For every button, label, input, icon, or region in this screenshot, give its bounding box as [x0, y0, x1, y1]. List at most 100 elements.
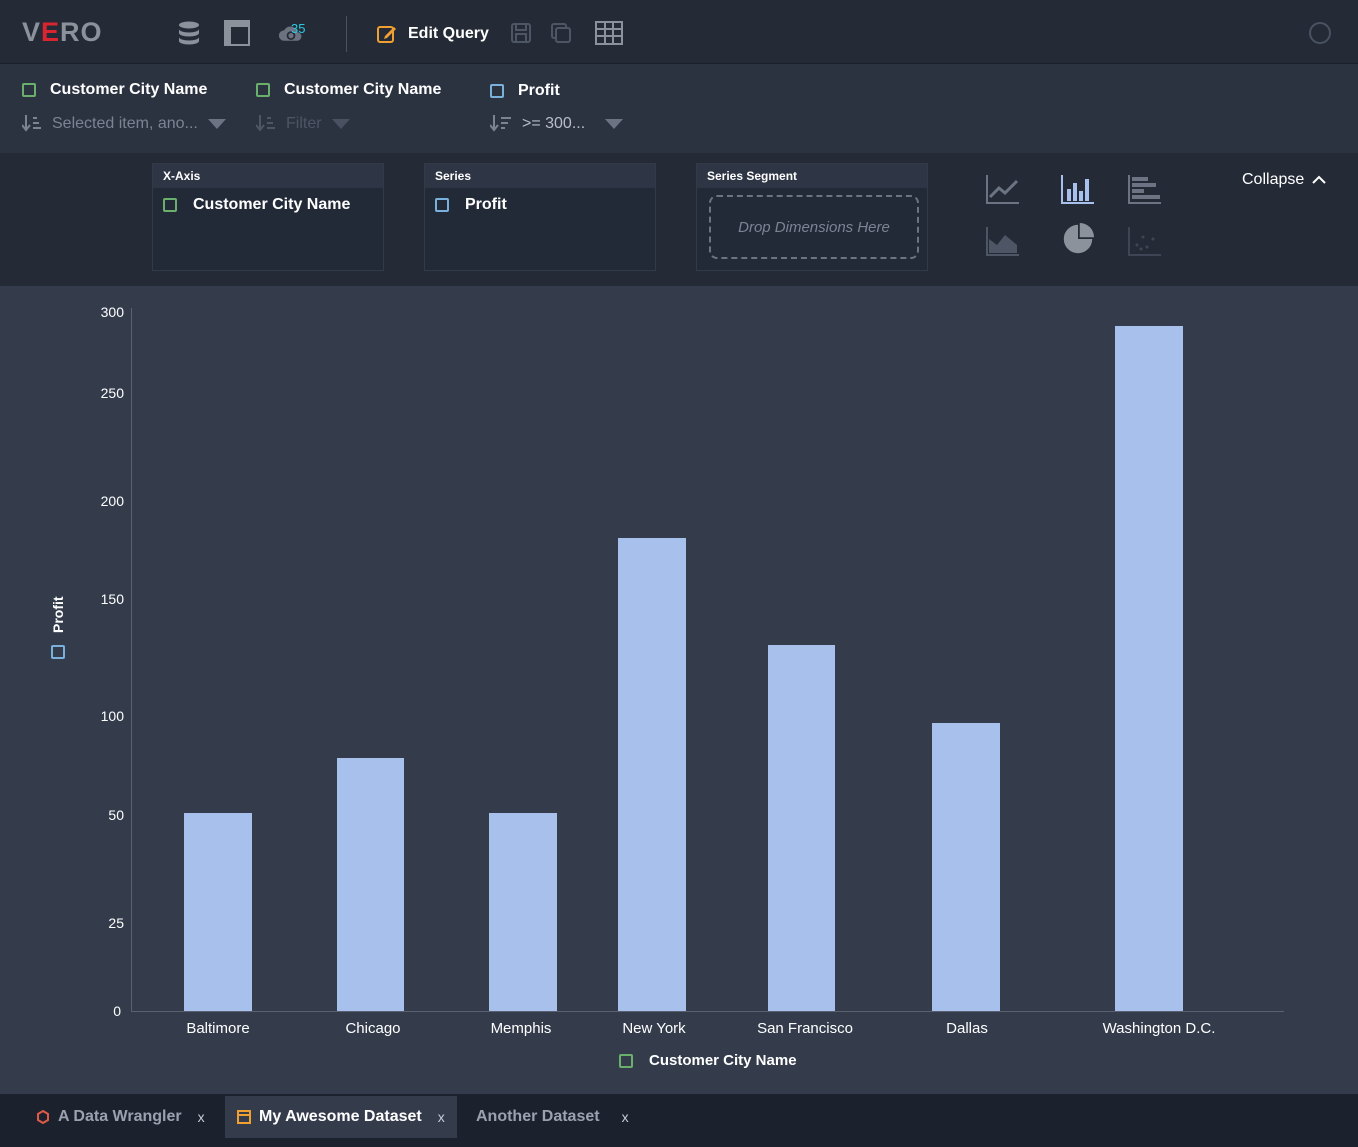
y-axis-title: Profit [50, 593, 70, 633]
measure-checkbox[interactable] [490, 84, 504, 98]
chevron-down-icon [331, 119, 350, 129]
y-axis-title-text: Profit [50, 596, 66, 633]
top-toolbar: VERO 35 Edit Query [0, 0, 1358, 64]
y-tick-label: 200 [100, 493, 124, 509]
series-segment-title: Series Segment [697, 164, 927, 188]
status-circle-button[interactable] [1309, 22, 1331, 44]
tab-my-awesome-dataset[interactable]: My Awesome Dataset x [225, 1096, 457, 1138]
dimension-checkbox[interactable] [22, 83, 36, 97]
tab-a-data-wrangler[interactable]: A Data Wrangler x [24, 1096, 217, 1138]
cloud-sync-icon[interactable] [278, 20, 304, 46]
xaxis-dropzone[interactable]: X-Axis Customer City Name [152, 163, 384, 271]
series-dropzone[interactable]: Series Profit [424, 163, 656, 271]
horizontal-bar-chart-icon[interactable] [1127, 173, 1163, 205]
x-axis-title: Customer City Name [619, 1052, 797, 1069]
series-title: Series [425, 164, 655, 188]
line-chart-icon[interactable] [985, 173, 1021, 205]
bar-new-york[interactable] [618, 538, 686, 1011]
chevron-down-icon [207, 119, 226, 129]
database-icon[interactable] [176, 20, 202, 46]
bar-chart: 300 250 200 150 100 50 25 0 Baltimore Ch… [0, 286, 1358, 1094]
filter-dropdown-city-1[interactable]: Selected item, ano... [22, 115, 226, 133]
filter-pill-profit[interactable]: Profit [490, 82, 560, 100]
dimension-checkbox [163, 198, 177, 212]
area-chart-icon[interactable] [985, 225, 1021, 257]
sort-icon [256, 115, 275, 132]
tab-label: A Data Wrangler [58, 1108, 182, 1125]
filter-dropdown-city-2[interactable]: Filter [256, 115, 350, 133]
x-axis-title-text: Customer City Name [649, 1052, 797, 1069]
chart-config-panel: X-Axis Customer City Name Series Profit … [0, 153, 1358, 286]
filter-pill-city-2[interactable]: Customer City Name [256, 81, 441, 99]
chevron-up-icon [1312, 175, 1326, 184]
toolbar-divider [346, 16, 347, 52]
close-tab-button[interactable]: x [621, 1109, 629, 1125]
y-tick-label: 250 [100, 385, 124, 401]
y-axis-line [131, 308, 132, 1012]
y-axis-measure-checkbox [51, 645, 65, 659]
layout-icon[interactable] [224, 20, 250, 46]
wrangler-icon [37, 1110, 49, 1124]
sort-desc-icon [490, 115, 511, 132]
close-tab-button[interactable]: x [197, 1109, 205, 1125]
filter-value: >= 300... [522, 115, 586, 132]
sync-count-badge: 35 [291, 21, 306, 36]
y-tick-label: 50 [108, 807, 124, 823]
scatter-chart-icon[interactable] [1127, 225, 1163, 257]
x-tick-label: New York [622, 1020, 686, 1037]
save-as-icon[interactable] [550, 22, 572, 44]
close-tab-button[interactable]: x [437, 1109, 445, 1125]
filter-value: Selected item, ano... [52, 115, 198, 132]
x-tick-label: Dallas [946, 1020, 988, 1037]
dataset-icon [237, 1110, 251, 1124]
dimension-checkbox[interactable] [256, 83, 270, 97]
x-tick-label: Memphis [490, 1020, 552, 1037]
drop-dimensions-placeholder[interactable]: Drop Dimensions Here [709, 195, 919, 259]
table-icon[interactable] [595, 21, 623, 45]
series-field-label: Profit [465, 196, 507, 213]
bar-san-francisco[interactable] [768, 645, 835, 1011]
filter-label: Customer City Name [50, 81, 208, 98]
collapse-label: Collapse [1242, 171, 1305, 188]
x-tick-label: San Francisco [757, 1020, 853, 1037]
collapse-button[interactable]: Collapse [1242, 171, 1326, 189]
xaxis-field-label: Customer City Name [193, 196, 351, 213]
tab-label: My Awesome Dataset [259, 1108, 422, 1125]
y-tick-label: 25 [108, 915, 124, 931]
tab-another-dataset[interactable]: Another Dataset x [464, 1096, 641, 1138]
y-tick-label: 0 [113, 1003, 121, 1019]
bar-chart-icon[interactable] [1060, 173, 1096, 205]
filter-dropdown-profit[interactable]: >= 300... [490, 115, 624, 133]
y-tick-label: 300 [100, 304, 124, 320]
tab-label: Another Dataset [476, 1108, 600, 1125]
series-field[interactable]: Profit [425, 188, 655, 222]
save-icon[interactable] [510, 22, 532, 44]
filter-pill-city-1[interactable]: Customer City Name [22, 81, 207, 99]
series-segment-dropzone[interactable]: Series Segment Drop Dimensions Here [696, 163, 928, 271]
dataset-tab-bar: A Data Wrangler x My Awesome Dataset x A… [0, 1094, 1358, 1147]
xaxis-field[interactable]: Customer City Name [153, 188, 383, 222]
x-tick-label: Baltimore [186, 1020, 250, 1037]
filter-bar: Customer City Name Selected item, ano...… [0, 64, 1358, 153]
edit-icon [377, 26, 396, 43]
x-axis-line [131, 1011, 1284, 1012]
y-tick-label: 150 [100, 591, 124, 607]
bar-washington-dc[interactable] [1115, 326, 1183, 1011]
filter-label: Customer City Name [284, 81, 442, 98]
x-tick-label: Chicago [345, 1020, 401, 1037]
chevron-down-icon [605, 119, 624, 129]
y-tick-label: 100 [100, 708, 124, 724]
pie-chart-icon[interactable] [1060, 223, 1096, 255]
x-tick-label: Washington D.C. [1102, 1020, 1216, 1037]
edit-query-label: Edit Query [408, 25, 489, 42]
bar-dallas[interactable] [932, 723, 1000, 1011]
bar-memphis[interactable] [489, 813, 557, 1011]
edit-query-button[interactable]: Edit Query [376, 22, 489, 46]
measure-checkbox [435, 198, 449, 212]
bar-baltimore[interactable] [184, 813, 252, 1011]
bar-chicago[interactable] [337, 758, 404, 1011]
xaxis-title: X-Axis [153, 164, 383, 188]
sort-icon [22, 115, 41, 132]
filter-placeholder: Filter [286, 115, 322, 132]
filter-label: Profit [518, 82, 560, 99]
